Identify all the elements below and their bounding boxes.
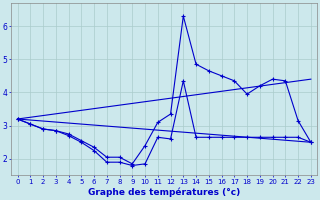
X-axis label: Graphe des températures (°c): Graphe des températures (°c) bbox=[88, 188, 240, 197]
